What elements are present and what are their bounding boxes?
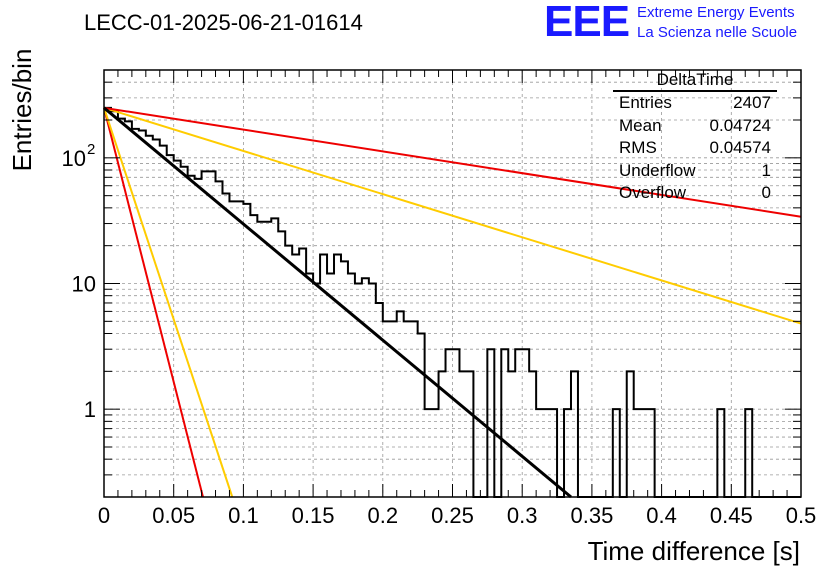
curve-line — [103, 106, 802, 218]
stats-box: DeltaTime Entries 2407 Mean 0.04724 RMS 0.0… — [613, 70, 777, 205]
histogram-bin — [327, 274, 334, 497]
y-axis-label: Entries/bin — [7, 49, 37, 172]
histogram-bin — [132, 129, 139, 497]
histogram-bin — [278, 231, 285, 497]
x-tick-label: 0.1 — [228, 503, 259, 528]
histogram-bin — [348, 274, 355, 497]
stats-row: Overflow 0 — [613, 182, 777, 205]
stats-label: RMS — [619, 138, 657, 157]
histogram-bin — [536, 409, 543, 497]
curve-line — [103, 106, 572, 499]
stats-value: 0.04724 — [709, 115, 771, 135]
stats-row: Mean 0.04724 — [613, 115, 777, 138]
stats-value: 0.04574 — [709, 138, 771, 157]
histogram-bin — [745, 409, 752, 497]
stats-row: RMS 0.04574 — [613, 137, 777, 160]
histogram — [104, 106, 801, 498]
stats-label: Mean — [619, 115, 662, 135]
stats-value: 0 — [761, 183, 771, 202]
histogram-bin — [397, 311, 404, 497]
x-tick-label: 0.25 — [431, 503, 474, 528]
x-tick-label: 0.4 — [646, 503, 677, 528]
histogram-bin — [641, 409, 648, 497]
x-axis-label: Time difference [s] — [588, 536, 800, 566]
stats-value: 1 — [761, 160, 771, 180]
stats-label: Underflow — [619, 160, 696, 180]
histogram-bin — [313, 284, 320, 498]
fit-curves — [103, 106, 802, 499]
stats-row: Entries 2407 — [613, 92, 777, 115]
x-tick-label: 0.2 — [368, 503, 399, 528]
histogram-bin — [202, 171, 209, 497]
curve-line — [103, 107, 204, 498]
histogram-bin — [271, 218, 278, 497]
histogram-outline — [104, 106, 801, 498]
histogram-bin — [264, 222, 271, 497]
histogram-bin — [508, 371, 515, 497]
histogram-bin — [466, 371, 473, 497]
chart-title: LECC-01-2025-06-21-01614 — [84, 10, 363, 35]
histogram-bin — [299, 248, 306, 497]
histogram-bin — [627, 371, 634, 497]
logo-line-2: La Scienza nelle Scuole — [637, 24, 798, 41]
histogram-bin — [543, 409, 550, 497]
histogram-bin — [571, 371, 578, 497]
curve-line — [103, 106, 802, 325]
x-tick-label: 0.35 — [570, 503, 613, 528]
curve-line — [103, 107, 234, 498]
x-tick-label: 0.45 — [710, 503, 753, 528]
histogram-bin — [104, 108, 111, 497]
histogram-bin — [717, 409, 724, 497]
histogram-bin — [195, 179, 202, 497]
x-tick-label: 0 — [98, 503, 110, 528]
histogram-bin — [257, 222, 264, 497]
histogram-bin — [376, 303, 383, 497]
histogram-bin — [306, 274, 313, 497]
histogram-bin — [243, 204, 250, 497]
stats-label: Entries — [619, 93, 672, 112]
x-tick-label: 0.5 — [786, 503, 817, 528]
histogram-bin — [146, 136, 153, 497]
y-tick-exponent: 2 — [87, 141, 95, 158]
histogram-bin — [111, 111, 118, 497]
histogram-bin — [181, 167, 188, 497]
stats-value: 2407 — [733, 93, 771, 112]
histogram-bin — [250, 215, 257, 497]
histogram-bin — [613, 409, 620, 497]
y-tick-label: 1 — [84, 397, 96, 422]
histogram-bin — [425, 409, 432, 497]
histogram-bin — [634, 409, 641, 497]
eee-logo: EEE — [544, 0, 630, 46]
histogram-bin — [222, 194, 229, 497]
histogram-bin — [167, 155, 174, 497]
histogram-bin — [125, 121, 132, 497]
histogram-bin — [355, 284, 362, 498]
stats-title: DeltaTime — [613, 70, 777, 92]
stats-row: Underflow 1 — [613, 160, 777, 183]
x-tick-label: 0.05 — [152, 503, 195, 528]
logo-line-1: Extreme Energy Events — [637, 4, 795, 21]
histogram-bin — [648, 409, 655, 497]
stats-label: Overflow — [619, 183, 687, 202]
histogram-bin — [432, 409, 439, 497]
x-tick-label: 0.3 — [507, 503, 538, 528]
y-tick-label: 10 — [72, 272, 96, 297]
histogram-bin — [459, 371, 466, 497]
histogram-bin — [209, 171, 216, 497]
x-tick-label: 0.15 — [292, 503, 335, 528]
histogram-bin — [529, 371, 536, 497]
axes: 0 0.05 0.1 0.15 0.2 0.25 0.3 0.35 0.4 0.45 0.51101… — [62, 70, 817, 528]
y-tick-label: 10 — [62, 146, 86, 171]
histogram-bin — [292, 255, 299, 497]
histogram-bin — [153, 139, 160, 497]
histogram-bin — [341, 261, 348, 497]
histogram-bin — [369, 284, 376, 498]
histogram-bin — [564, 409, 571, 497]
grid — [104, 70, 801, 497]
histogram-bin — [334, 255, 341, 497]
